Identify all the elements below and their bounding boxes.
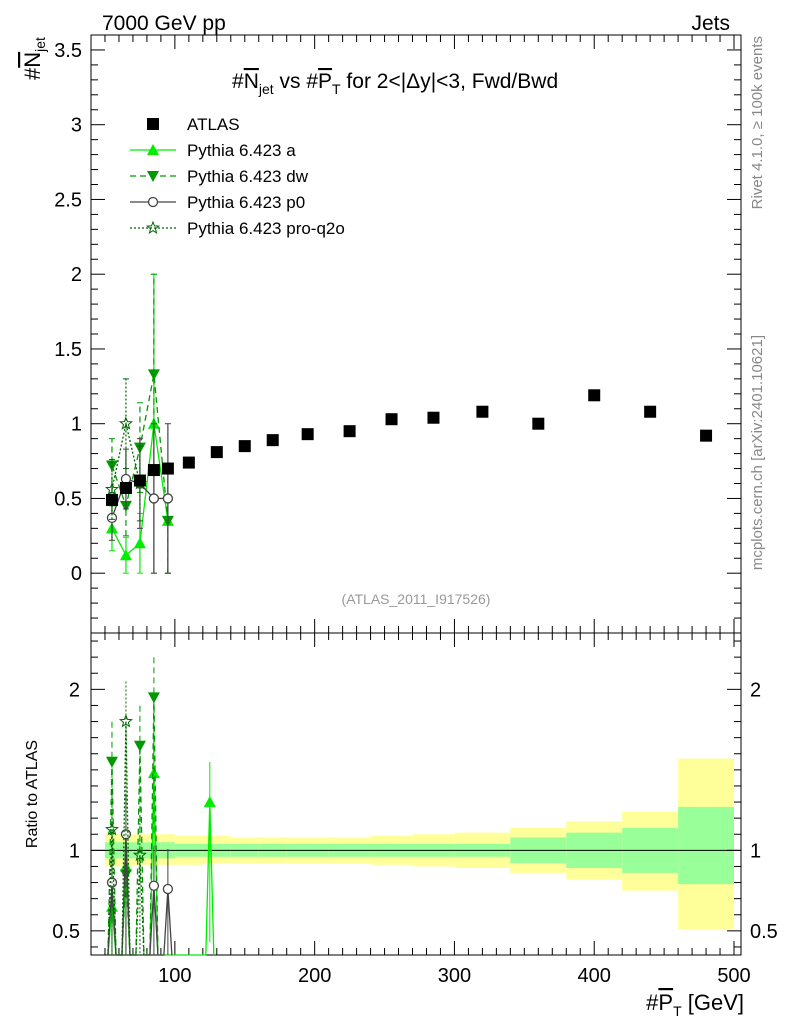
x-tick-label: 400: [578, 965, 611, 987]
atlas-point: [238, 440, 251, 453]
series-3-ratio-point: [105, 822, 120, 836]
series-2-ratio-point: [148, 880, 160, 891]
ratio-bands: [91, 758, 741, 930]
ratio-frame: [90, 632, 742, 956]
legend-marker: [147, 144, 159, 155]
y-tick-label: 3.5: [54, 40, 82, 62]
series-1-ratio-point: [133, 740, 146, 752]
legend-marker: [147, 171, 159, 182]
series-0-ratio-point: [203, 796, 216, 808]
atlas-point: [210, 446, 223, 459]
atlas-point: [119, 481, 132, 494]
series-2-ratio-line: [107, 834, 173, 956]
atlas-point: [644, 405, 657, 418]
atlas-point: [343, 425, 356, 438]
y-axis-label: #Njet: [20, 37, 48, 80]
series-2-point: [162, 493, 174, 504]
series-3-line: [111, 423, 141, 490]
atlas-point: [427, 411, 440, 424]
atlas-point: [532, 417, 545, 430]
x-tick-label: 500: [717, 965, 750, 987]
ratio-tick-label: 0.5: [52, 921, 80, 943]
ratio-tick-label: 1: [69, 840, 80, 862]
series-0-point: [133, 537, 146, 549]
series-3-point: [118, 416, 134, 430]
series-2-ratio-point: [162, 883, 174, 895]
legend-label: ATLAS: [187, 115, 240, 134]
axis-ticks: 100 200 300 400 500 0 0.5 1 1.5 2 2.5 3 3.5 0.5 0.5 1 1 2…: [52, 35, 778, 987]
legend-label: Pythia 6.423 dw: [187, 167, 309, 186]
side-label-bottom: mcplots.cern.ch [arXiv:2401.10621]: [749, 335, 766, 570]
atlas-point: [700, 429, 713, 442]
legend-marker: [146, 220, 160, 235]
ratio-tick-label-right: 1: [750, 840, 761, 862]
atlas-point: [588, 389, 601, 402]
legend-label: Pythia 6.423 p0: [187, 193, 305, 212]
atlas-point: [476, 405, 489, 418]
legend-marker: [147, 196, 159, 208]
x-tick-label: 300: [438, 965, 471, 987]
atlas-point: [385, 413, 398, 426]
y-tick-label: 1: [71, 414, 82, 436]
legend-marker: [147, 118, 159, 130]
series-1-ratio-point: [147, 692, 160, 704]
y-tick-label: 2.5: [54, 189, 82, 211]
atlas-point: [105, 493, 118, 506]
x-tick-label: 200: [298, 965, 331, 987]
y-tick-label: 1.5: [54, 339, 82, 361]
y-tick-label: 3: [71, 115, 82, 137]
series-layer: [105, 273, 713, 956]
series-3-ratio-point: [118, 714, 133, 728]
series-3-point: [105, 482, 120, 496]
series-1-ratio-line: [107, 697, 159, 956]
y-tick-label: 2: [71, 264, 82, 286]
series-1-point: [147, 369, 160, 381]
ratio-axis-label: Ratio to ATLAS: [24, 740, 41, 848]
atlas-point: [133, 474, 146, 487]
side-label-top: Rivet 4.1.0, ≥ 100k events: [749, 36, 766, 209]
chart-title: #Njet vs #PT for 2<|Δy|<3, Fwd/Bwd: [232, 70, 558, 97]
band-stat: [678, 806, 735, 885]
series-1-ratio-point: [105, 756, 118, 768]
y-tick-label: 0.5: [54, 488, 82, 510]
series-3-ratio-point: [132, 847, 147, 862]
legend-label: Pythia 6.423 pro-q2o: [187, 219, 345, 238]
legend-label: Pythia 6.423 a: [187, 141, 296, 160]
series-2-point: [148, 493, 160, 504]
atlas-point: [301, 428, 314, 441]
ratio-tick-label-right: 2: [750, 679, 761, 701]
atlas-point: [161, 462, 174, 475]
atlas-point: [182, 456, 195, 469]
series-3-ratio-line: [107, 721, 145, 956]
ratio-tick-label: 2: [69, 679, 80, 701]
category-label: Jets: [691, 12, 730, 35]
x-tick-label: 100: [158, 965, 191, 987]
beam-label: 7000 GeV pp: [102, 12, 226, 35]
series-0-point: [119, 549, 132, 561]
y-tick-label: 0: [71, 563, 82, 585]
atlas-point: [266, 434, 279, 447]
ratio-tick-label-right: 0.5: [750, 921, 778, 943]
x-axis-label: #PT [GeV]: [646, 990, 744, 1019]
atlas-point: [147, 464, 160, 477]
legend: ATLAS Pythia 6.423 a Pythia 6.423 dw Pythia…: [130, 115, 345, 238]
analysis-watermark: (ATLAS_2011_I917526): [342, 591, 491, 607]
